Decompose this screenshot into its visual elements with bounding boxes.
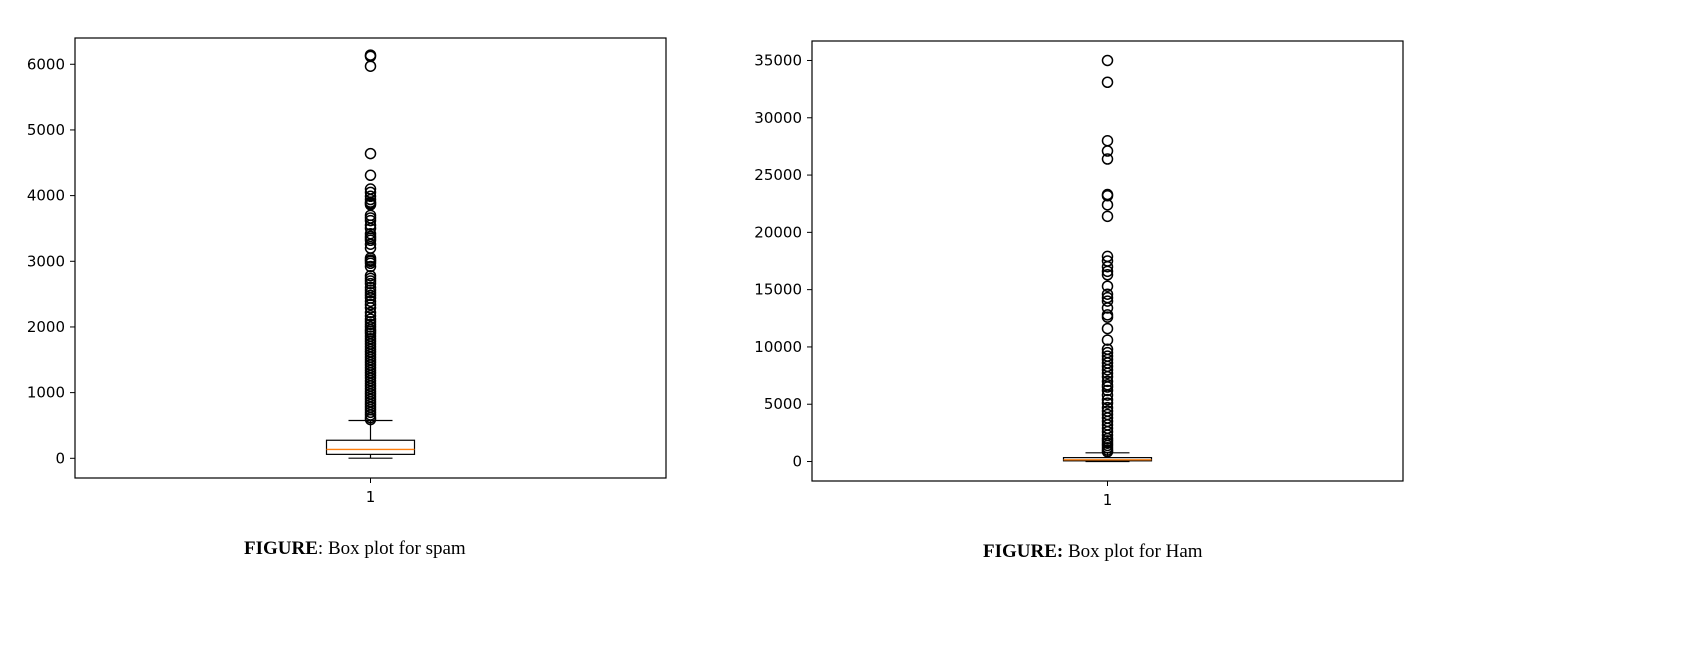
outlier-point (364, 238, 377, 250)
caption-spam-label: FIGURE (244, 538, 318, 559)
outlier-point (1101, 260, 1114, 273)
outlier-point (1101, 302, 1114, 314)
outlier-point (1101, 199, 1114, 211)
outlier-point (1101, 393, 1114, 406)
outlier-point (364, 257, 377, 270)
y-tick-label: 15000 (754, 281, 802, 299)
outlier-point (364, 260, 377, 273)
iqr-box (325, 439, 416, 455)
outlier-point (1101, 134, 1114, 147)
caption-spam-sep: : (317, 538, 328, 559)
y-tick-label: 3000 (27, 252, 65, 270)
outlier-point (364, 295, 377, 308)
caption-spam-text: Box plot for spam (327, 538, 466, 559)
outlier-point (1101, 145, 1114, 157)
outlier-point (364, 234, 377, 247)
outlier-point (1101, 334, 1114, 346)
x-tick-label: 1 (366, 488, 376, 506)
outlier-point (364, 413, 377, 426)
y-tick-label: 2000 (27, 318, 65, 336)
outlier-point (1101, 295, 1114, 307)
y-tick-label: 5000 (764, 395, 802, 413)
outlier-point (1101, 397, 1114, 409)
outlier-point (1101, 384, 1114, 397)
outlier-point (364, 306, 377, 319)
y-tick-label: 0 (792, 453, 802, 471)
y-tick-label: 6000 (27, 55, 65, 73)
outlier-point (1101, 446, 1114, 458)
y-tick-label: 1000 (27, 384, 65, 402)
outlier-point (1101, 54, 1114, 67)
outlier-point (1101, 265, 1114, 278)
outlier-point (1101, 375, 1114, 388)
outlier-point (364, 310, 377, 322)
y-tick-label: 0 (55, 449, 65, 467)
outlier-point (1101, 269, 1114, 281)
y-tick-label: 20000 (754, 223, 802, 241)
outlier-point (364, 214, 377, 227)
outlier-point (1101, 309, 1114, 321)
x-tick-label: 1 (1103, 491, 1113, 509)
outlier-point (1101, 189, 1114, 202)
caption-ham: FIGURE: Box plot for Ham (983, 541, 1203, 563)
outlier-point (1101, 389, 1114, 401)
outlier-point (1101, 210, 1114, 223)
outlier-point (364, 190, 377, 203)
outlier-point (1101, 76, 1114, 88)
chart-ham: 0 5000 10000 15000 20000 25000 30000 35000 1 (754, 40, 1404, 509)
outlier-point (1101, 288, 1114, 300)
outlier-point (1101, 367, 1114, 380)
y-tick-label: 30000 (754, 109, 802, 127)
outlier-point (364, 169, 377, 182)
outlier-point (364, 302, 377, 314)
caption-spam: FIGURE: Box plot for spam (244, 538, 466, 560)
outlier-point (1101, 381, 1114, 393)
caption-ham-text: Box plot for Ham (1067, 541, 1203, 562)
y-tick-label: 25000 (754, 166, 802, 184)
outlier-point (364, 298, 377, 311)
y-tick-label: 35000 (754, 51, 802, 69)
outlier-point (1101, 364, 1114, 376)
outlier-point (364, 60, 377, 72)
y-tick-label: 10000 (754, 338, 802, 356)
chart-spam: 0 1000 2000 3000 4000 5000 6000 1 (27, 37, 667, 506)
outlier-point (1101, 322, 1114, 335)
outlier-point (364, 147, 377, 160)
outlier-point (1101, 311, 1114, 323)
caption-ham-label: FIGURE: (983, 541, 1064, 562)
outlier-point (1101, 280, 1114, 292)
outlier-point (364, 219, 377, 231)
outlier-point (1101, 425, 1114, 438)
y-tick-label: 5000 (27, 121, 65, 139)
y-tick-label: 4000 (27, 187, 65, 205)
outlier-point (364, 277, 377, 290)
outlier-point (1101, 153, 1114, 165)
